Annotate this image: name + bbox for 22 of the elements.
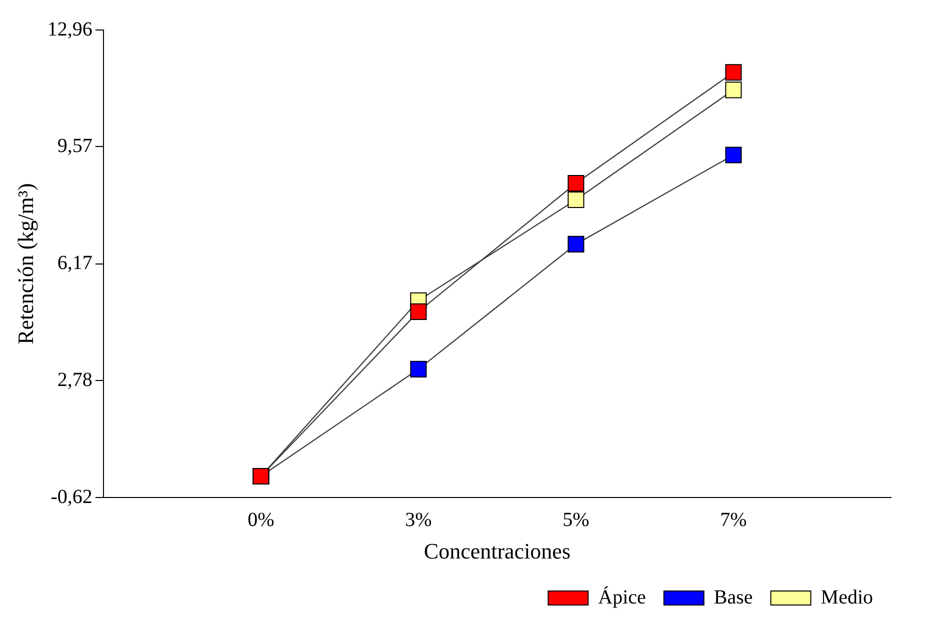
point bbox=[410, 303, 427, 320]
point bbox=[725, 64, 742, 81]
y-tick-label: 9,57 bbox=[57, 134, 92, 157]
legend-label: Medio bbox=[820, 586, 873, 608]
x-axis-title: Concentraciones bbox=[424, 538, 571, 564]
point bbox=[410, 360, 427, 378]
y-tick-label: 6,17 bbox=[57, 252, 92, 274]
x-tick-label: 5% bbox=[562, 508, 590, 531]
x-tick-label: 7% bbox=[720, 508, 747, 531]
y-tick-label: 2,78 bbox=[57, 368, 92, 391]
y-tick-label: -0,62 bbox=[50, 486, 92, 508]
legend-label: Ápice bbox=[598, 585, 646, 608]
point bbox=[568, 174, 584, 192]
y-axis-title: Retención (kg/m³) bbox=[12, 183, 38, 344]
point bbox=[725, 146, 742, 164]
x-tick-label: 3% bbox=[405, 508, 432, 531]
x-tick-label: 0% bbox=[248, 508, 274, 531]
point bbox=[568, 236, 584, 252]
y-tick-label: 12,96 bbox=[47, 18, 92, 40]
point bbox=[568, 191, 584, 208]
point bbox=[725, 82, 742, 98]
legend-label: Base bbox=[714, 586, 753, 608]
